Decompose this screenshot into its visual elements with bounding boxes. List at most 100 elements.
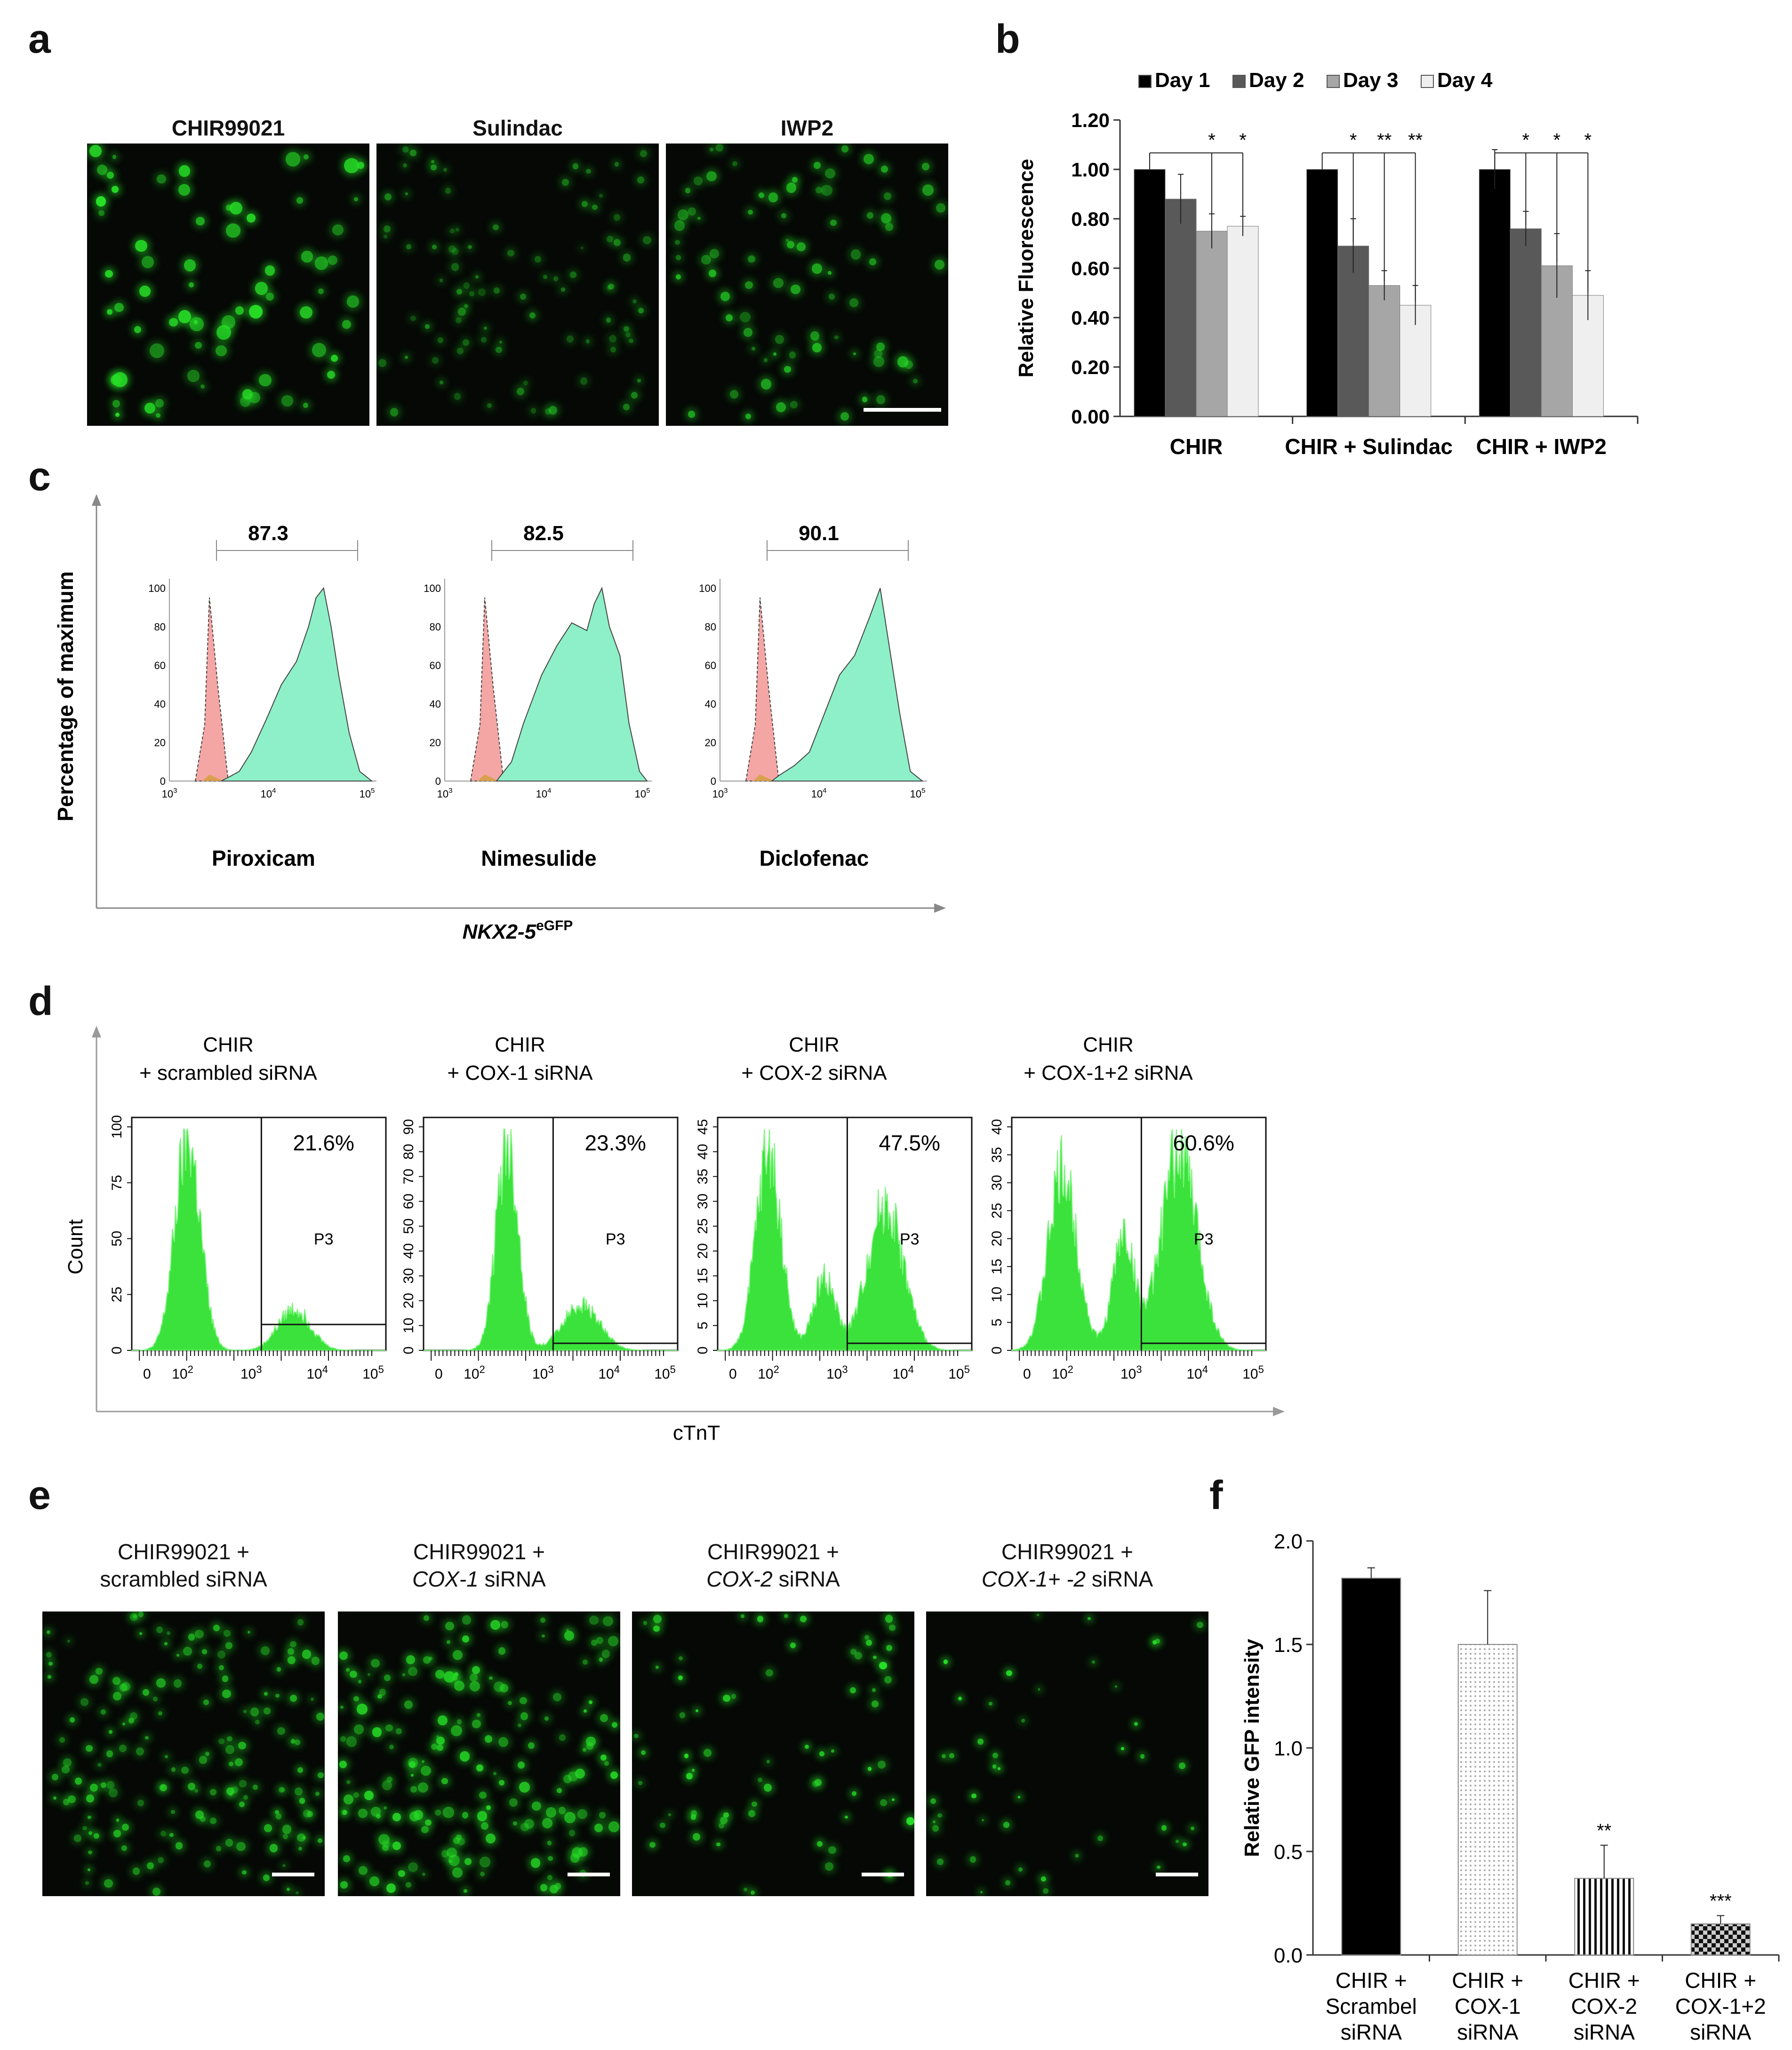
control-peak [470, 597, 504, 782]
fluorescent-cell [235, 306, 244, 315]
gate-percent: 47.5% [879, 1131, 940, 1155]
fluorescent-cell [740, 311, 751, 322]
x-tick-label: 104 [1186, 1364, 1208, 1382]
panel-letter-d: d [28, 979, 53, 1024]
gate-name: P3 [606, 1230, 625, 1248]
fluorescent-cell [158, 1857, 164, 1863]
fluorescent-cell [570, 271, 577, 278]
fluorescent-cell [880, 213, 891, 224]
overlap-region [753, 774, 774, 781]
fluorescent-cell [748, 1810, 755, 1817]
fluorescent-cell [1075, 1853, 1079, 1858]
fluorescent-cell [500, 1684, 509, 1693]
fluorescent-cell [1155, 1639, 1160, 1643]
significance-mark: ** [1377, 130, 1392, 151]
fluorescent-cell [346, 1736, 357, 1747]
fluorescent-cell [462, 339, 470, 346]
fluorescent-cell [804, 1745, 809, 1749]
fluorescent-cell [402, 163, 408, 168]
micrograph-iwp2 [666, 144, 948, 426]
fluorescent-cell [720, 292, 730, 302]
fluorescent-cell [142, 256, 154, 269]
x-tick-label: 103 [826, 1364, 848, 1382]
x-tick-label: 103 [437, 787, 453, 800]
legend-label: Day 1 [1155, 69, 1210, 92]
fluorescent-cell [353, 1696, 359, 1702]
fluorescent-cell [716, 1842, 720, 1847]
fluorescent-cell [766, 1760, 770, 1763]
micrograph-cox12 [926, 1611, 1208, 1896]
micrograph-scrambled [42, 1611, 325, 1896]
fluorescent-cell [48, 1675, 52, 1679]
fluorescent-cell [530, 408, 536, 414]
y-axis-label: Relative GFP intensity [1240, 1639, 1264, 1857]
fluorescent-cell [190, 317, 204, 331]
fluorescent-cell [678, 209, 688, 220]
fluorescent-cell [1175, 1839, 1179, 1843]
fluorescent-cell [357, 1704, 368, 1715]
y-tick-label: 20 [705, 737, 716, 749]
x-tick-label: 103 [532, 1364, 554, 1382]
fluorescent-cell [195, 1811, 204, 1819]
fluorescent-cell [922, 184, 934, 196]
x-tick-label: 105 [910, 787, 926, 800]
fluorescent-cell [384, 193, 392, 201]
bar [1165, 199, 1197, 417]
y-tick-label: 100 [148, 582, 166, 594]
fluorescent-cell [340, 1881, 348, 1889]
fluorescent-cell [958, 1696, 962, 1701]
fluorescent-cell [429, 1656, 433, 1660]
fluorescent-cell [264, 1691, 268, 1696]
fluorescent-cell [408, 1758, 418, 1768]
fluorescent-cell [243, 1709, 247, 1713]
fluorescent-cell [828, 271, 832, 275]
flow-plot: CHIR + COX-1+2 siRNA 0 5 10 15 20 25 30 35 40 60.6%… [989, 1033, 1267, 1382]
fluorescent-cell [96, 1668, 103, 1675]
fluorescent-cell [513, 1821, 518, 1826]
fluorescent-cell [358, 1866, 368, 1875]
fluorescent-cell [625, 332, 631, 338]
fluorescent-cell [476, 1764, 483, 1771]
fluorescent-cell [773, 278, 784, 288]
fluorescent-cell [821, 184, 832, 196]
fluorescent-cell [290, 1739, 296, 1744]
y-tick-label: 0.40 [1071, 307, 1110, 329]
fluorescent-cell [748, 209, 753, 215]
fluorescent-cell [692, 1833, 700, 1841]
fluorescent-cell [287, 1888, 290, 1891]
fluorescent-cell [743, 1887, 747, 1891]
fluorescent-cell [480, 1822, 489, 1830]
fluorescent-cell [891, 1798, 895, 1802]
y-tick-label: 70 [401, 1169, 416, 1184]
fluorescent-cell [478, 288, 486, 296]
fluorescent-cell [977, 1739, 984, 1745]
x-tick-label: 105 [948, 1364, 970, 1382]
fluorescent-cell [67, 1639, 70, 1643]
tile-e-title-line1: CHIR99021 + [413, 1539, 545, 1564]
fluorescent-cell [745, 281, 753, 289]
fluorescent-cell [282, 1825, 292, 1835]
y-tick-label: 30 [401, 1268, 416, 1284]
fluorescent-cell [885, 223, 894, 231]
fluorescent-cell [988, 1701, 992, 1706]
fluorescent-cell [297, 1619, 304, 1626]
fluorescent-cell [1156, 1865, 1160, 1869]
fluorescent-cell [88, 1850, 92, 1855]
fluorescent-cell [431, 160, 434, 163]
fluorescent-cell [872, 1700, 879, 1708]
fluorescent-cell [558, 1806, 566, 1814]
fluorescent-cell [998, 1767, 1001, 1771]
fluorescent-cell [532, 1802, 541, 1811]
fluorescent-cell [379, 1689, 386, 1696]
fluorescent-cell [239, 1802, 245, 1808]
fluorescent-cell [454, 1680, 465, 1691]
y-tick-label: 60 [705, 660, 716, 671]
fluorescent-cell [592, 204, 598, 210]
x-tick-label: 104 [892, 1364, 914, 1382]
fluorescent-cell [119, 1745, 127, 1753]
fluorescent-cell [386, 1883, 396, 1893]
fluorescent-cell [290, 1695, 297, 1702]
y-tick-label: 0.20 [1071, 356, 1110, 378]
fluorescent-cell [462, 1615, 472, 1625]
fluorescent-cell [568, 1771, 578, 1781]
